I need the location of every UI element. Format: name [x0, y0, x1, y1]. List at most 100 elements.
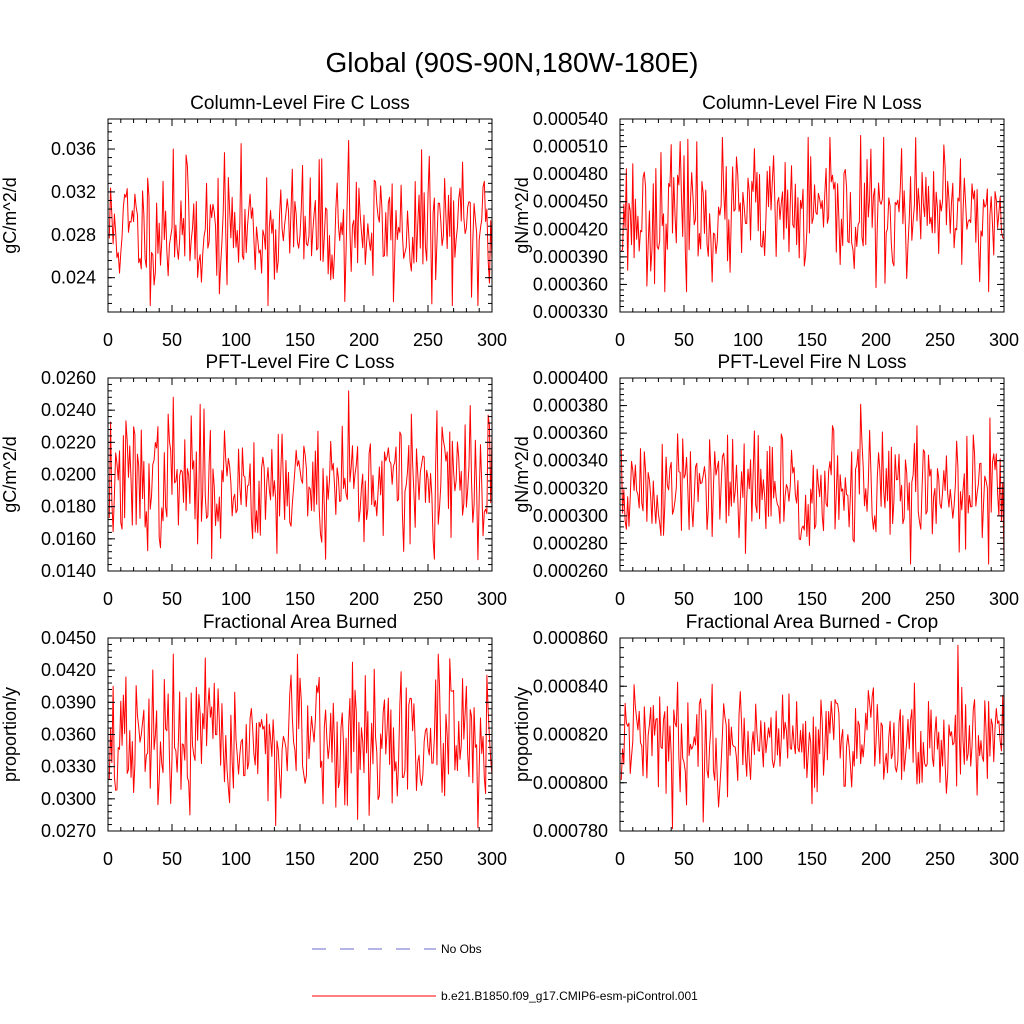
- x-tick-label: 250: [413, 849, 443, 869]
- x-tick-label: 0: [615, 849, 625, 869]
- panel-title: PFT-Level Fire C Loss: [206, 352, 395, 373]
- y-tick-label: 0.0390: [41, 692, 96, 712]
- legend-label-model-run: b.e21.B1850.f09_g17.CMIP6-esm-piControl.…: [441, 989, 698, 1003]
- y-axis-label: gN/m^2/d: [512, 436, 532, 512]
- y-tick-label: 0.000820: [533, 725, 608, 745]
- x-tick-label: 50: [162, 589, 182, 609]
- x-tick-label: 100: [733, 330, 763, 350]
- y-axis-label: gC/m^2/d: [0, 436, 20, 512]
- y-axis-label: gC/m^2/d: [0, 177, 20, 253]
- y-tick-label: 0.000330: [533, 302, 608, 322]
- x-tick-label: 50: [674, 589, 694, 609]
- x-tick-label: 250: [925, 849, 955, 869]
- x-tick-label: 100: [733, 589, 763, 609]
- series-line: [620, 403, 1005, 565]
- x-tick-label: 150: [285, 849, 315, 869]
- y-tick-label: 0.000510: [533, 137, 608, 157]
- y-tick-label: 0.000840: [533, 676, 608, 696]
- panel-title: Column-Level Fire N Loss: [702, 93, 922, 114]
- x-tick-label: 0: [615, 589, 625, 609]
- y-tick-label: 0.0270: [41, 821, 96, 841]
- x-tick-label: 300: [477, 589, 507, 609]
- page-title: Global (90S-90N,180W-180E): [325, 47, 698, 78]
- y-tick-label: 0.000780: [533, 821, 608, 841]
- y-tick-label: 0.000380: [533, 396, 608, 416]
- x-tick-label: 200: [861, 849, 891, 869]
- x-tick-label: 0: [103, 330, 113, 350]
- y-tick-label: 0.0330: [41, 757, 96, 777]
- panel-title: Fractional Area Burned: [203, 612, 397, 633]
- x-tick-label: 100: [733, 849, 763, 869]
- y-tick-label: 0.000360: [533, 423, 608, 443]
- series-line: [108, 139, 493, 307]
- chart-panel-6: Fractional Area Burned - Crop 0 50 100 150 20…: [512, 612, 1019, 869]
- y-tick-label: 0.0180: [41, 497, 96, 517]
- x-tick-label: 0: [103, 849, 113, 869]
- x-tick-label: 200: [861, 330, 891, 350]
- x-tick-label: 300: [989, 849, 1019, 869]
- y-axis-label: proportion/y: [0, 687, 20, 782]
- x-tick-label: 300: [989, 330, 1019, 350]
- y-axis-label: gN/m^2/d: [512, 177, 532, 253]
- x-tick-label: 50: [162, 330, 182, 350]
- x-tick-label: 150: [797, 330, 827, 350]
- y-tick-label: 0.000280: [533, 533, 608, 553]
- y-tick-label: 0.0160: [41, 529, 96, 549]
- legend-label-no-obs: No Obs: [441, 942, 482, 956]
- y-tick-label: 0.000480: [533, 164, 608, 184]
- x-tick-label: 50: [674, 330, 694, 350]
- x-tick-label: 200: [349, 849, 379, 869]
- series-line: [108, 653, 493, 829]
- chart-panel-4: PFT-Level Fire N Loss 0 50 100 150 200 250 300 0…: [512, 352, 1019, 609]
- chart-panel-5: Fractional Area Burned 0 50 100 150 200 250 300…: [0, 612, 507, 869]
- x-tick-label: 100: [221, 330, 251, 350]
- y-tick-label: 0.0260: [41, 368, 96, 388]
- y-tick-label: 0.000420: [533, 219, 608, 239]
- x-tick-label: 100: [221, 849, 251, 869]
- y-tick-label: 0.000320: [533, 478, 608, 498]
- x-tick-label: 250: [925, 589, 955, 609]
- y-tick-label: 0.0450: [41, 628, 96, 648]
- x-tick-label: 150: [797, 849, 827, 869]
- x-tick-label: 300: [989, 589, 1019, 609]
- y-tick-label: 0.000340: [533, 451, 608, 471]
- y-axis-label: proportion/y: [512, 687, 532, 782]
- series-line: [620, 135, 1005, 293]
- legend-item-model-run: b.e21.B1850.f09_g17.CMIP6-esm-piControl.…: [312, 989, 698, 1003]
- x-tick-label: 50: [162, 849, 182, 869]
- panel-title: PFT-Level Fire N Loss: [718, 352, 907, 373]
- y-tick-label: 0.0200: [41, 465, 96, 485]
- x-tick-label: 250: [413, 330, 443, 350]
- x-tick-label: 250: [925, 330, 955, 350]
- y-tick-label: 0.0420: [41, 660, 96, 680]
- series-line: [620, 644, 1005, 830]
- y-tick-label: 0.000540: [533, 109, 608, 129]
- x-tick-label: 50: [674, 849, 694, 869]
- x-tick-label: 150: [797, 589, 827, 609]
- x-tick-label: 200: [349, 589, 379, 609]
- x-tick-label: 0: [103, 589, 113, 609]
- chart-panel-1: Column-Level Fire C Loss 0 50 100 150 200 250 3…: [0, 93, 507, 350]
- series-line: [108, 390, 493, 561]
- y-tick-label: 0.000400: [533, 368, 608, 388]
- y-tick-label: 0.000860: [533, 628, 608, 648]
- plot-frame: [619, 377, 1005, 572]
- y-tick-label: 0.024: [51, 268, 96, 288]
- y-tick-label: 0.028: [51, 225, 96, 245]
- y-tick-label: 0.0240: [41, 400, 96, 420]
- y-tick-label: 0.0300: [41, 789, 96, 809]
- y-tick-label: 0.000260: [533, 561, 608, 581]
- x-tick-label: 200: [349, 330, 379, 350]
- y-tick-label: 0.0140: [41, 561, 96, 581]
- panel-title: Column-Level Fire C Loss: [190, 93, 410, 114]
- chart-panels: Column-Level Fire C Loss 0 50 100 150 200 250 3…: [0, 93, 1019, 869]
- y-tick-label: 0.0220: [41, 432, 96, 452]
- y-tick-label: 0.000450: [533, 192, 608, 212]
- panel-title: Fractional Area Burned - Crop: [686, 612, 938, 633]
- y-tick-label: 0.000360: [533, 274, 608, 294]
- legend: No Obs b.e21.B1850.f09_g17.CMIP6-esm-piC…: [312, 942, 698, 1003]
- chart-panel-2: Column-Level Fire N Loss 0 50 100 150 200 250 3…: [512, 93, 1019, 350]
- y-tick-label: 0.000800: [533, 773, 608, 793]
- x-tick-label: 150: [285, 589, 315, 609]
